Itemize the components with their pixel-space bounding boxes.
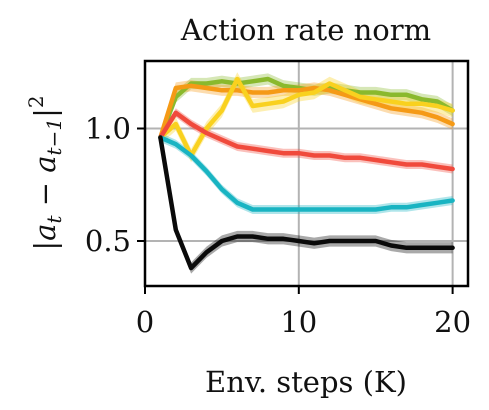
y-label-a2: a — [28, 155, 62, 172]
y-label-a1: a — [28, 224, 62, 241]
series-line-6 — [158, 135, 455, 271]
y-label-minus: − — [28, 173, 62, 216]
series-lines — [158, 76, 455, 271]
y-label-pipe-close: | — [28, 108, 62, 118]
y-label-pipe-open: | — [28, 241, 62, 251]
x-tick-label-2: 20 — [434, 305, 471, 339]
axis-ticks: 0 10 20 0.5 1.0 — [85, 112, 471, 340]
series-line-3 — [158, 76, 455, 158]
y-tick-label-0: 0.5 — [85, 224, 131, 258]
x-axis-label: Env. steps (K) — [205, 365, 407, 399]
series-band-5 — [160, 133, 453, 214]
series-line-4 — [158, 110, 455, 172]
y-label-sub1: t — [42, 215, 66, 224]
y-tick-label-1: 1.0 — [85, 112, 131, 146]
series-band-2 — [160, 80, 453, 144]
chart-title: Action rate norm — [180, 13, 431, 47]
y-label-sup: 2 — [24, 95, 48, 108]
series-line-2 — [158, 83, 455, 140]
series-line-5 — [158, 135, 455, 212]
x-tick-label-0: 0 — [136, 305, 154, 339]
series-band-4 — [160, 108, 453, 174]
y-axis-label: |at − at−1|2 — [24, 95, 66, 250]
plot-frame — [143, 59, 470, 288]
y-label-sub2: t−1 — [42, 118, 66, 156]
x-tick-label-1: 10 — [280, 305, 317, 339]
